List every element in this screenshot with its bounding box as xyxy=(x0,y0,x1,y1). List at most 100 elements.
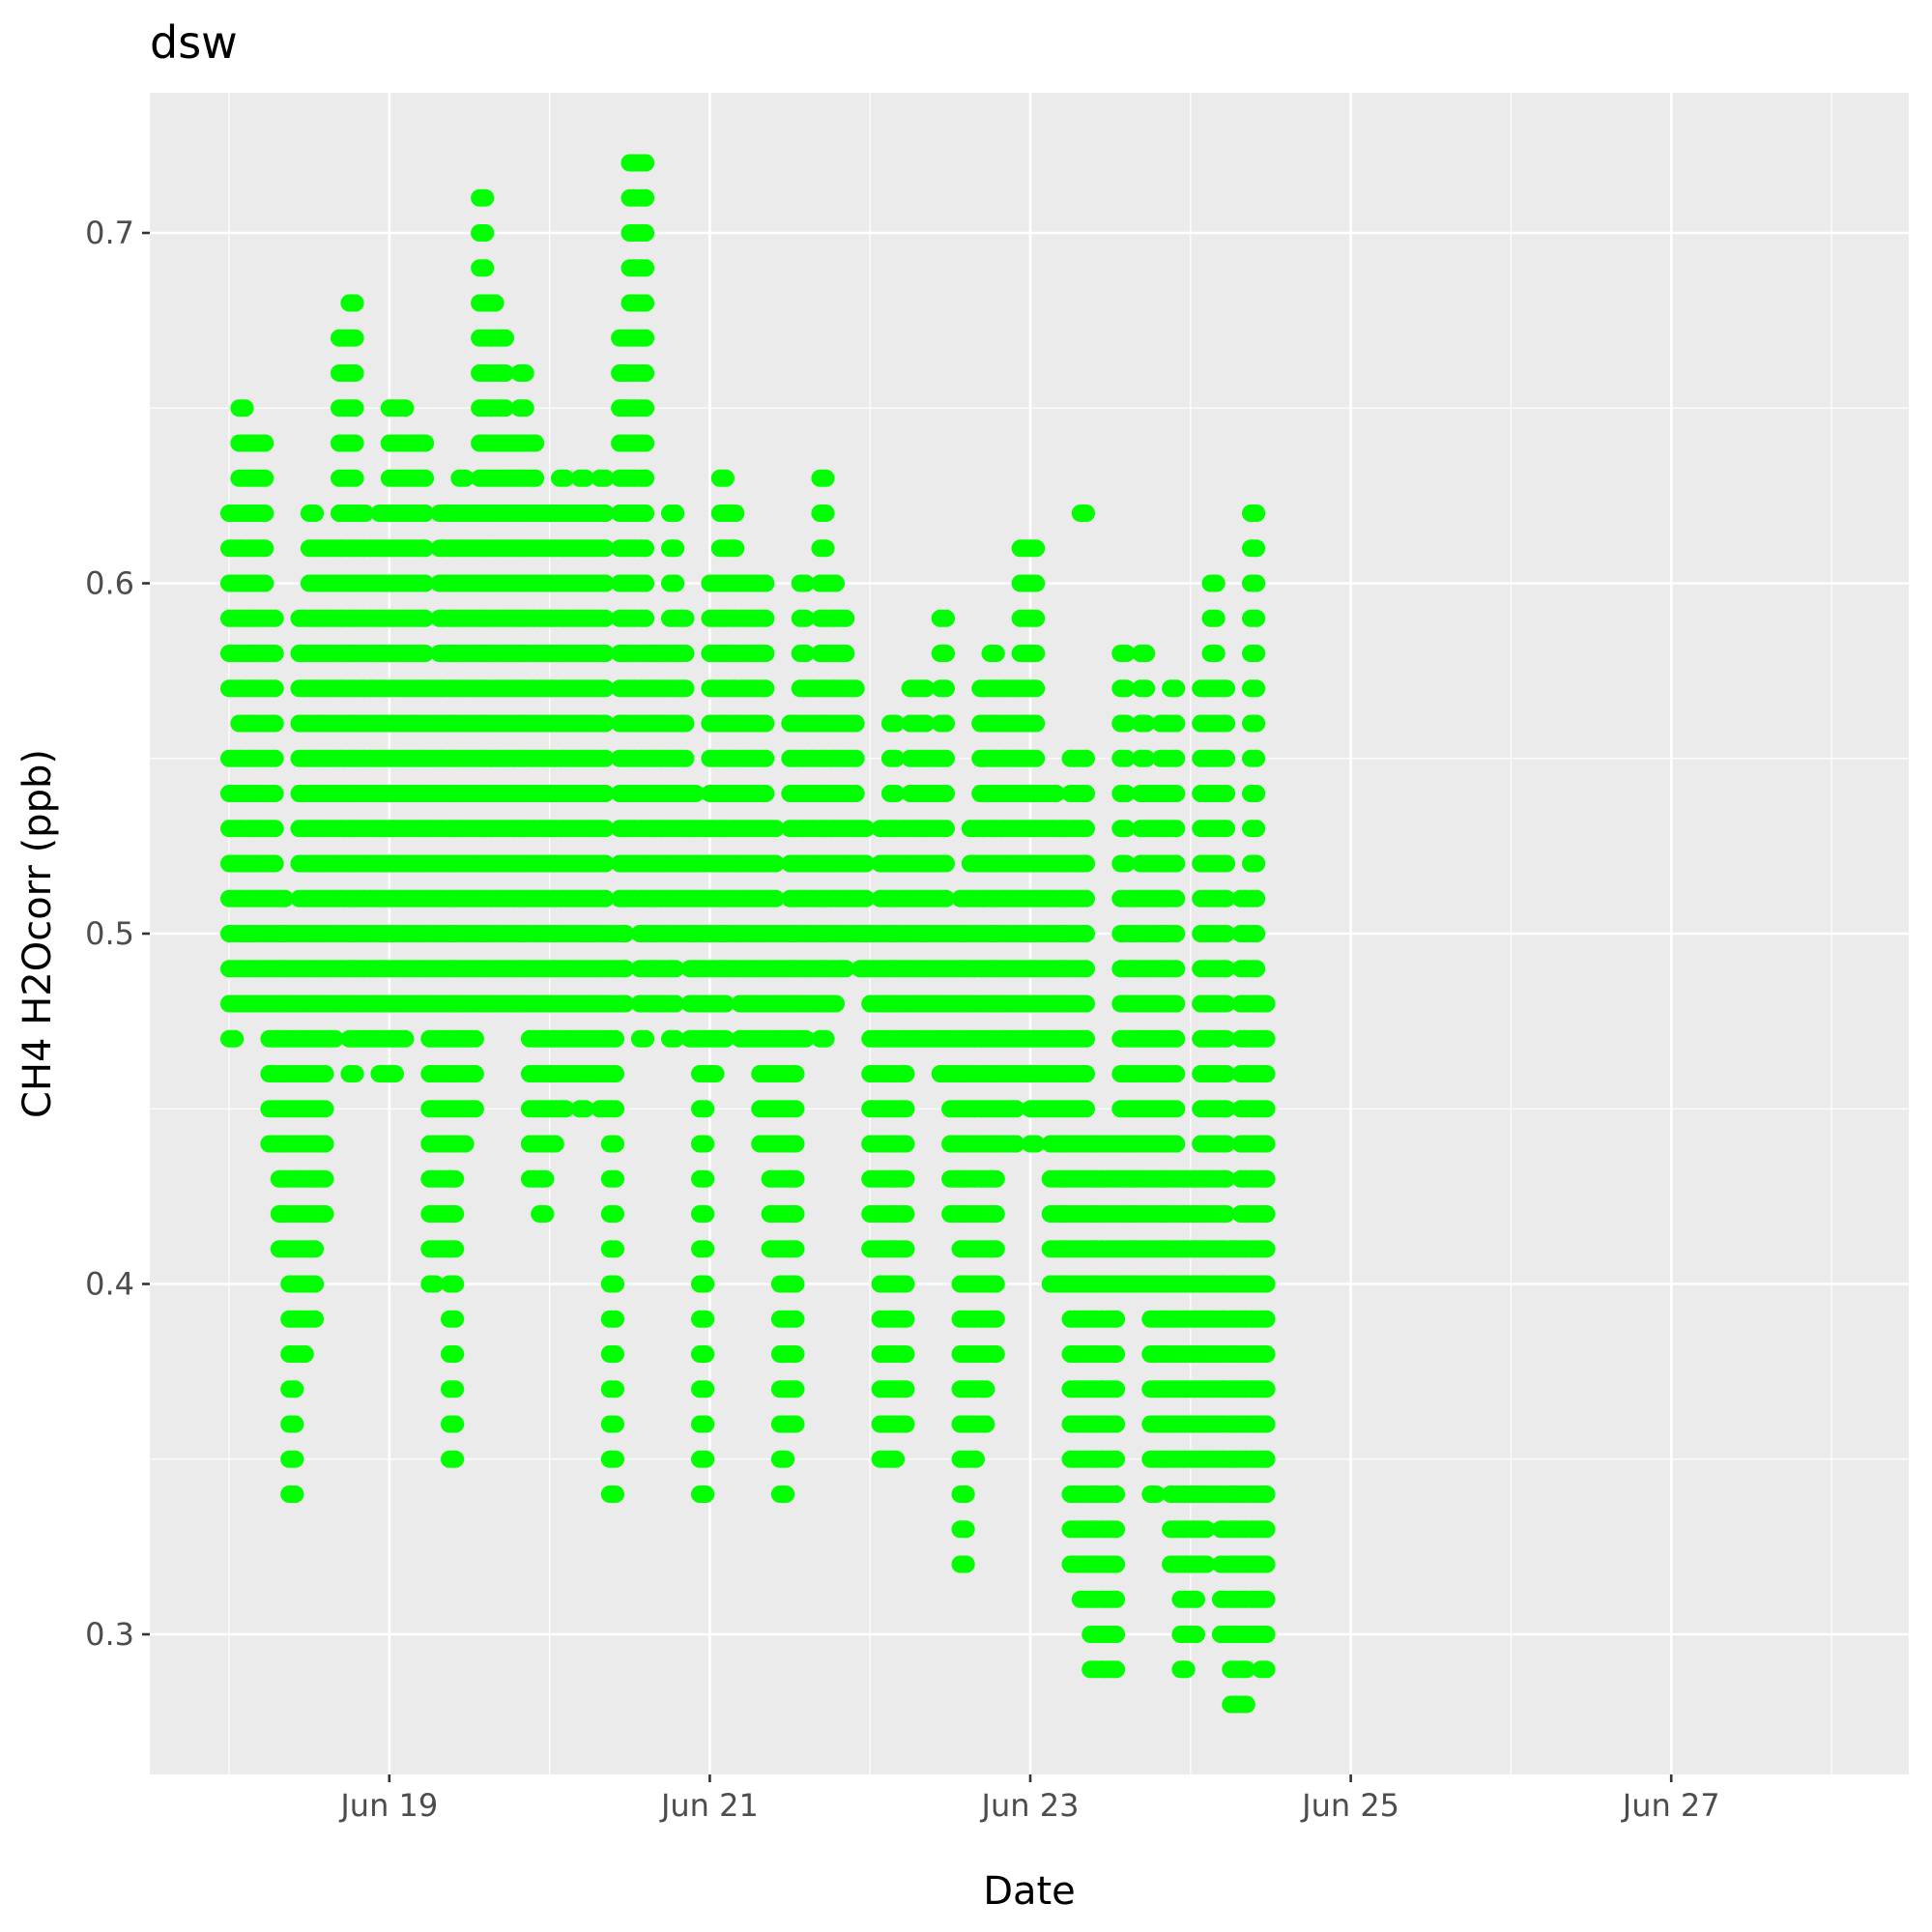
data-point xyxy=(266,749,284,767)
data-point xyxy=(316,1169,334,1188)
data-points xyxy=(220,154,1276,1714)
data-point xyxy=(476,188,495,207)
data-point xyxy=(326,1029,344,1048)
data-point xyxy=(447,1169,465,1188)
data-point xyxy=(296,1345,314,1363)
data-point xyxy=(607,1135,624,1153)
data-point xyxy=(937,785,955,802)
data-point xyxy=(1168,1100,1186,1118)
data-point xyxy=(937,645,955,662)
data-point xyxy=(757,785,775,802)
data-point xyxy=(466,1065,484,1082)
data-point xyxy=(607,1310,624,1328)
data-point xyxy=(607,1345,624,1363)
data-point xyxy=(897,1135,915,1153)
data-point xyxy=(1027,679,1046,698)
data-point xyxy=(1078,995,1095,1013)
data-point xyxy=(697,1450,715,1468)
data-point xyxy=(987,1205,1005,1223)
data-point xyxy=(256,505,274,522)
data-point xyxy=(1138,645,1156,662)
data-point xyxy=(757,609,775,627)
data-point xyxy=(286,1380,304,1399)
data-point xyxy=(1078,749,1095,767)
data-point xyxy=(667,574,685,592)
data-point xyxy=(346,399,364,418)
data-point xyxy=(847,785,865,802)
data-point xyxy=(266,645,284,662)
data-point xyxy=(1168,785,1186,802)
data-point xyxy=(1168,1029,1186,1048)
data-point xyxy=(637,154,655,172)
data-point xyxy=(937,679,955,698)
data-point xyxy=(637,1029,655,1048)
data-point xyxy=(607,1169,624,1188)
data-point xyxy=(447,1380,465,1399)
data-point xyxy=(957,1555,975,1573)
data-point xyxy=(346,1065,364,1082)
data-point xyxy=(1108,1415,1126,1433)
data-point xyxy=(706,1065,725,1082)
data-point xyxy=(717,469,735,487)
data-point xyxy=(1027,714,1046,733)
data-point xyxy=(897,1415,915,1433)
data-point xyxy=(837,645,855,662)
data-point xyxy=(937,609,955,627)
data-point xyxy=(727,539,745,558)
data-point xyxy=(637,188,655,207)
data-point xyxy=(276,889,294,908)
data-point xyxy=(697,1169,715,1188)
data-point xyxy=(346,329,364,347)
data-point xyxy=(637,609,655,627)
data-point xyxy=(447,1240,465,1258)
data-point xyxy=(897,1169,915,1188)
data-point xyxy=(1168,1065,1186,1082)
data-point xyxy=(417,434,435,452)
data-point xyxy=(977,1380,995,1399)
data-point xyxy=(697,1135,715,1153)
data-point xyxy=(236,399,254,418)
data-point xyxy=(897,1065,915,1082)
data-point xyxy=(1027,574,1046,592)
data-point xyxy=(837,609,855,627)
data-point xyxy=(1168,679,1186,698)
data-point xyxy=(1168,1135,1186,1153)
data-point xyxy=(777,1485,795,1503)
data-point xyxy=(817,469,835,487)
data-point xyxy=(266,785,284,802)
data-point xyxy=(697,1310,715,1328)
data-point xyxy=(637,399,655,418)
data-point xyxy=(637,329,655,347)
data-point xyxy=(897,1310,915,1328)
data-point xyxy=(396,1029,415,1048)
data-point xyxy=(1027,749,1046,767)
data-point xyxy=(697,1345,715,1363)
data-point xyxy=(1108,1345,1126,1363)
data-point xyxy=(536,1169,555,1188)
data-point xyxy=(1078,960,1095,978)
data-point xyxy=(637,539,655,558)
data-point xyxy=(1078,1029,1095,1048)
data-point xyxy=(516,364,534,382)
data-point xyxy=(787,1240,805,1258)
data-point xyxy=(697,1205,715,1223)
data-point xyxy=(1078,505,1095,522)
data-point xyxy=(987,1310,1005,1328)
data-point xyxy=(937,820,955,838)
data-point xyxy=(1078,854,1095,873)
data-point xyxy=(987,1169,1005,1188)
data-point xyxy=(256,434,274,452)
data-point xyxy=(1168,889,1186,908)
data-point xyxy=(897,1100,915,1118)
data-point xyxy=(787,1065,805,1082)
data-point xyxy=(306,1240,325,1258)
data-point xyxy=(476,224,495,242)
data-point xyxy=(967,1450,985,1468)
data-point xyxy=(466,1029,484,1048)
data-point xyxy=(316,1205,334,1223)
data-point xyxy=(607,1485,624,1503)
data-point xyxy=(546,1135,564,1153)
data-point xyxy=(897,1205,915,1223)
data-point xyxy=(316,1100,334,1118)
